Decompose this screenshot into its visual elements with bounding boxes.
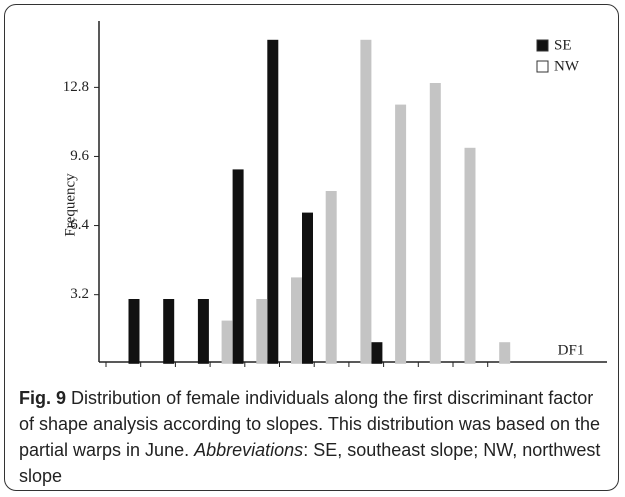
bar: [221, 320, 233, 364]
bar: [464, 147, 476, 364]
caption-label: Fig. 9: [19, 388, 67, 408]
bar: [128, 299, 140, 364]
bar: [325, 191, 337, 364]
legend-label: SE: [554, 37, 572, 53]
bar: [429, 83, 441, 364]
figure-frame: Frequency DF1 3.2 6.4 9.6 12.8 SE NW Fig. 9 D…: [4, 4, 619, 491]
bar: [302, 212, 313, 364]
bar: [395, 104, 407, 364]
bar: [360, 39, 372, 364]
bar: [197, 299, 209, 364]
legend-swatch: [536, 60, 549, 73]
bar: [291, 277, 302, 364]
bar: [267, 39, 279, 364]
caption: Fig. 9 Distribution of female individual…: [19, 385, 611, 489]
legend-label: NW: [554, 58, 580, 74]
caption-text: Distribution of female individuals along…: [19, 388, 601, 460]
bar: [371, 342, 383, 364]
bar: [256, 299, 268, 364]
y-tick-label: 3.2: [70, 286, 89, 302]
abbrev-text: : SE, southeast slope; NW, northwest slo…: [19, 440, 601, 486]
y-tick-label: 6.4: [70, 217, 89, 233]
legend-swatch: [536, 39, 549, 52]
y-tick-label: 9.6: [70, 148, 89, 164]
bar: [499, 342, 511, 364]
bar: [163, 299, 175, 364]
bar: [232, 169, 244, 364]
abbrev-label: Abbreviations: [194, 440, 304, 460]
chart: Frequency DF1 3.2 6.4 9.6 12.8 SE NW: [62, 21, 607, 367]
y-tick-label: 12.8: [63, 79, 89, 95]
x-axis-label: DF1: [558, 342, 585, 358]
y-axis-label: Frequency: [62, 173, 78, 237]
